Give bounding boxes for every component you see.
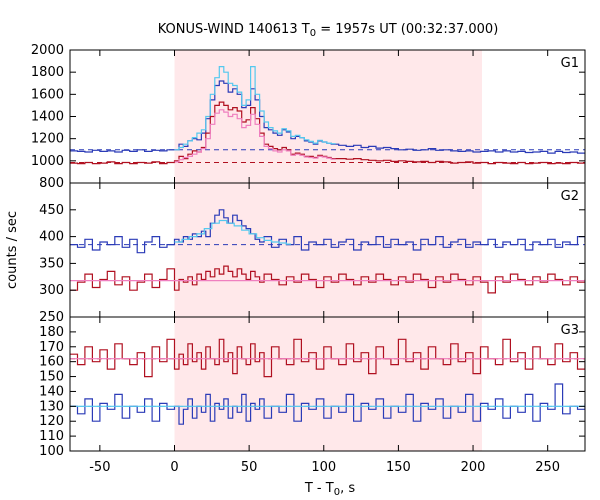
- y-tick-label: 160: [39, 355, 64, 370]
- series-g1-pink: [174, 109, 336, 163]
- x-axis-title-prefix: T - T: [304, 481, 334, 496]
- y-tick-label: 120: [39, 414, 64, 429]
- x-tick-label: -50: [89, 460, 110, 475]
- panel-label-g1: G1: [561, 56, 579, 71]
- panel-label-g2: G2: [561, 189, 579, 204]
- shaded-interval-g3: [174, 317, 483, 451]
- chart-title-prefix: KONUS-WIND 140613 T: [158, 22, 310, 37]
- y-tick-label: 130: [39, 399, 64, 414]
- series-g3-blue: [70, 383, 585, 425]
- chart-title: KONUS-WIND 140613 T0 = 1957s UT (00:32:3…: [158, 22, 499, 39]
- x-tick-label: 0: [170, 460, 178, 475]
- y-tick-label: 1000: [31, 154, 64, 169]
- y-tick-label: 400: [39, 230, 64, 245]
- y-tick-label: 140: [39, 384, 64, 399]
- y-tick-label: 150: [39, 370, 64, 385]
- x-tick-label: 250: [535, 460, 560, 475]
- series-g2-blue: [70, 209, 585, 254]
- x-tick-label: 150: [386, 460, 411, 475]
- y-tick-label: 100: [39, 444, 64, 459]
- y-tick-label: 1400: [31, 110, 64, 125]
- plot-layer: 800100012001400160018002000G125030035040…: [31, 43, 586, 475]
- x-tick-label: 100: [311, 460, 336, 475]
- x-tick-label: 50: [241, 460, 258, 475]
- y-tick-label: 1600: [31, 87, 64, 102]
- series-g2-cyan: [174, 219, 291, 245]
- y-tick-label: 170: [39, 340, 64, 355]
- x-tick-label: 200: [461, 460, 486, 475]
- chart-title-suffix: = 1957s UT (00:32:37.000): [316, 22, 498, 37]
- y-tick-label: 350: [39, 256, 64, 271]
- x-axis-title: T - T0, s: [304, 481, 355, 498]
- panel-frame-g3: [69, 316, 586, 452]
- y-tick-label: 2000: [31, 43, 64, 58]
- y-tick-label: 250: [39, 310, 64, 325]
- y-tick-label: 300: [39, 283, 64, 298]
- y-axis-title: counts / sec: [5, 211, 20, 289]
- x-axis-title-suffix: , s: [340, 481, 355, 496]
- x-axis-title-sub: 0: [334, 487, 340, 498]
- y-tick-label: 450: [39, 203, 64, 218]
- panel-label-g3: G3: [561, 323, 579, 338]
- series-g2-red: [70, 265, 585, 294]
- shaded-interval-g2: [174, 183, 483, 317]
- y-tick-label: 1200: [31, 132, 64, 147]
- y-tick-label: 1800: [31, 65, 64, 80]
- series-g1-cyan: [174, 66, 336, 151]
- y-tick-label: 110: [39, 429, 64, 444]
- y-tick-label: 800: [39, 176, 64, 191]
- chart-title-sub: 0: [310, 28, 316, 39]
- y-tick-label: 180: [39, 325, 64, 340]
